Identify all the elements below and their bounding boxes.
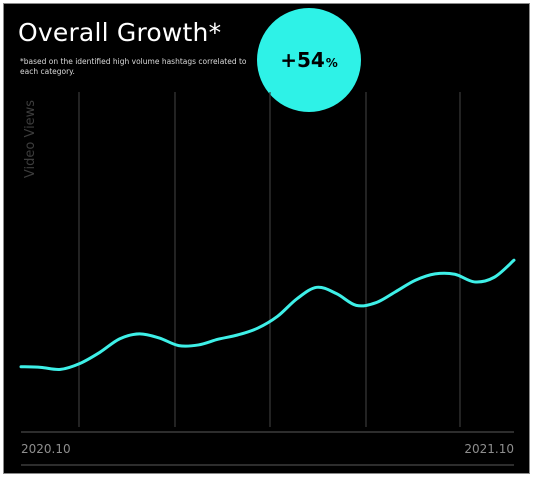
vertical-gridlines bbox=[78, 92, 461, 427]
y-axis-label: Video Views bbox=[23, 100, 38, 178]
growth-badge: +54 % bbox=[257, 8, 361, 112]
line-chart: Video Views 2020.10 2021.10 bbox=[19, 92, 516, 466]
chart-card: Overall Growth* *based on the identified… bbox=[3, 3, 530, 474]
chart-subtitle: *based on the identified high volume has… bbox=[20, 57, 247, 76]
x-tick-label-start: 2020.10 bbox=[21, 442, 71, 456]
growth-badge-unit: % bbox=[325, 55, 338, 70]
x-tick-label-end: 2021.10 bbox=[464, 442, 514, 456]
chart-title: Overall Growth* bbox=[18, 18, 222, 47]
growth-badge-value: +54 bbox=[280, 48, 325, 72]
series-line-video-views bbox=[19, 258, 516, 372]
